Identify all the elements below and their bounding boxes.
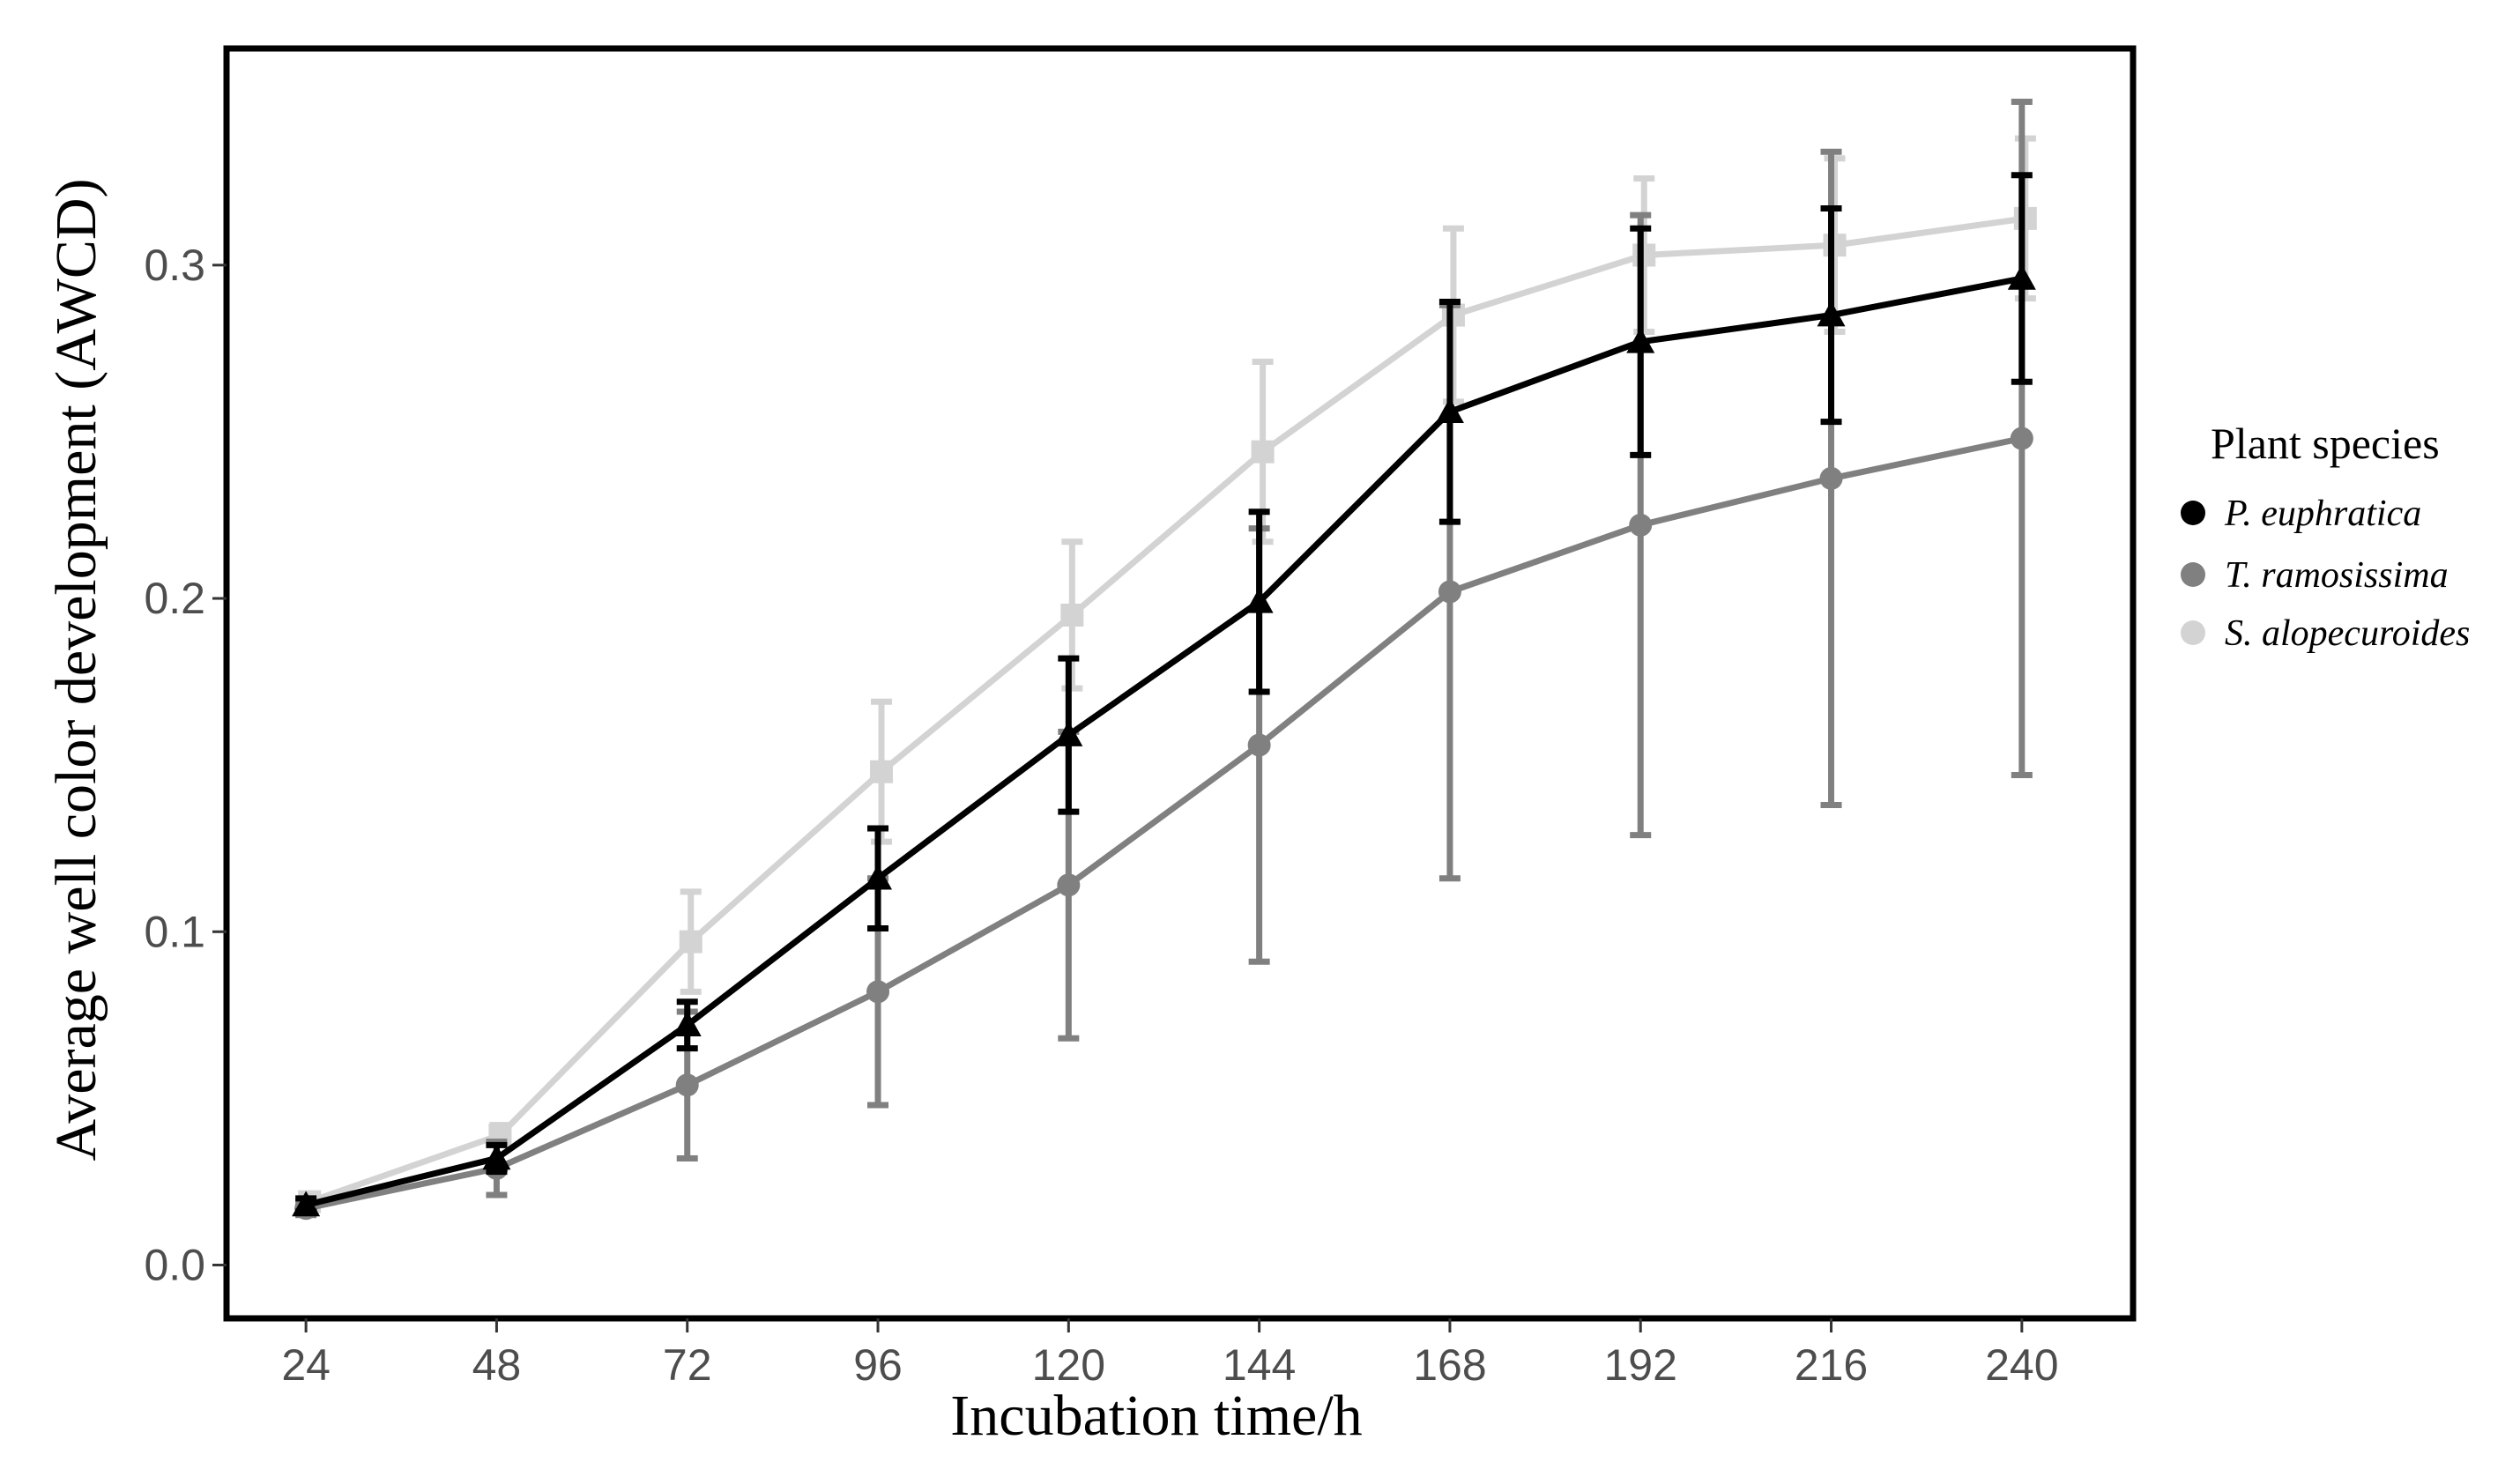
x-tick-label: 120 — [1032, 1340, 1105, 1390]
x-tick-label: 216 — [1795, 1340, 1868, 1390]
y-axis: 0.0 0.1 0.2 0.3 — [144, 241, 227, 1289]
data-point — [2010, 427, 2033, 450]
x-tick-label: 144 — [1223, 1340, 1296, 1390]
legend-key — [2181, 620, 2205, 645]
data-point — [679, 930, 702, 954]
x-tick-label: 48 — [472, 1340, 522, 1390]
data-point — [1629, 513, 1653, 537]
data-point — [866, 980, 890, 1004]
x-tick-label: 72 — [663, 1340, 712, 1390]
data-point — [1060, 603, 1084, 627]
data-point — [1438, 580, 1461, 604]
y-tick-label: 0.0 — [144, 1240, 205, 1289]
data-point — [1819, 466, 1843, 490]
series-line — [308, 215, 2026, 1205]
series-layer — [292, 99, 2037, 1221]
x-tick-label: 24 — [281, 1340, 331, 1390]
data-point — [673, 1011, 702, 1036]
x-tick-label: 168 — [1413, 1340, 1486, 1390]
data-point — [1057, 873, 1081, 897]
data-point — [1817, 301, 1846, 327]
legend-label: S. alopecuroides — [2225, 613, 2470, 654]
plot-panel-border — [223, 45, 2137, 1322]
data-point — [870, 760, 894, 783]
data-point — [1823, 234, 1847, 257]
data-point — [1054, 721, 1083, 746]
data-point — [1251, 440, 1275, 464]
legend-key — [2181, 562, 2205, 587]
x-axis-title: Incubation time/h — [950, 1384, 1362, 1448]
y-tick-label: 0.2 — [144, 574, 205, 623]
data-point — [2007, 263, 2036, 290]
data-point — [1245, 587, 1274, 613]
data-point — [292, 1191, 321, 1217]
x-tick-label: 192 — [1604, 1340, 1677, 1390]
series-line — [305, 435, 2023, 1212]
legend-title: Plant species — [2211, 419, 2440, 468]
y-axis-title: Average well color development (AWCD) — [44, 178, 108, 1161]
legend: Plant species P. euphratica T. ramosissim… — [2181, 419, 2470, 654]
data-point — [2013, 206, 2037, 230]
data-point — [864, 864, 893, 890]
x-tick-label: 240 — [1985, 1340, 2058, 1390]
x-axis: 24 48 72 96 120 144 168 192 216 240 — [281, 1318, 2059, 1390]
data-point — [1626, 327, 1655, 353]
series-line — [305, 275, 2023, 1208]
y-tick-label: 0.3 — [144, 241, 205, 290]
data-point — [1632, 243, 1656, 267]
data-point — [675, 1073, 699, 1097]
legend-key — [2181, 501, 2205, 525]
y-tick-label: 0.1 — [144, 907, 205, 956]
legend-label: T. ramosissima — [2225, 555, 2449, 596]
data-point — [1435, 397, 1464, 424]
series-triangle-group — [292, 172, 2036, 1217]
data-point — [482, 1144, 511, 1170]
x-tick-label: 96 — [853, 1340, 903, 1390]
legend-label: P. euphratica — [2224, 494, 2421, 534]
data-point — [1247, 733, 1271, 757]
